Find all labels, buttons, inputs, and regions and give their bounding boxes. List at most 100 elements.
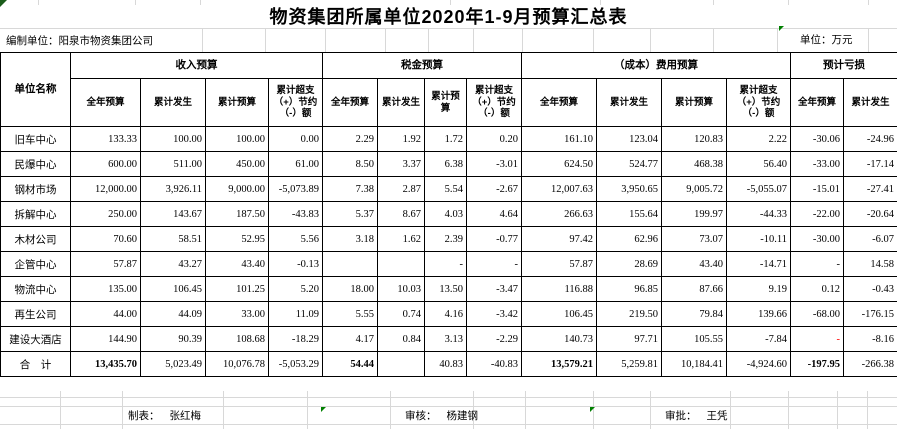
value-cell[interactable]: 13.50 xyxy=(424,276,467,302)
value-cell[interactable] xyxy=(377,351,425,377)
group-header-cell[interactable]: 收入预算 xyxy=(70,52,323,79)
value-cell[interactable]: 600.00 xyxy=(70,151,141,177)
value-cell[interactable]: 120.83 xyxy=(661,126,727,152)
sub-header-cell[interactable]: 累计发生 xyxy=(596,78,662,127)
value-cell[interactable]: -6.07 xyxy=(843,226,897,252)
value-cell[interactable]: 96.85 xyxy=(596,276,662,302)
value-cell[interactable]: 155.64 xyxy=(596,201,662,227)
value-cell[interactable]: 3.18 xyxy=(322,226,378,252)
group-header-cell[interactable]: （成本）费用预算 xyxy=(521,52,791,79)
value-cell[interactable]: 5.55 xyxy=(322,301,378,327)
value-cell[interactable]: -266.38 xyxy=(843,351,897,377)
value-cell[interactable]: 2.29 xyxy=(322,126,378,152)
value-cell[interactable]: -30.06 xyxy=(790,126,844,152)
value-cell[interactable]: 108.68 xyxy=(205,326,269,352)
group-header-cell[interactable]: 税金预算 xyxy=(322,52,522,79)
value-cell[interactable]: -40.83 xyxy=(466,351,522,377)
sub-header-cell[interactable]: 全年预算 xyxy=(790,78,844,127)
value-cell[interactable]: 0.74 xyxy=(377,301,425,327)
value-cell[interactable]: 140.73 xyxy=(521,326,597,352)
unit-name-cell[interactable]: 再生公司 xyxy=(0,301,71,327)
value-cell[interactable]: 1.92 xyxy=(377,126,425,152)
value-cell[interactable]: 5.37 xyxy=(322,201,378,227)
value-cell[interactable]: 70.60 xyxy=(70,226,141,252)
value-cell[interactable]: 12,007.63 xyxy=(521,176,597,202)
value-cell[interactable]: -5,055.07 xyxy=(726,176,791,202)
sub-header-cell[interactable]: 全年预算 xyxy=(70,78,141,127)
value-cell[interactable]: 139.66 xyxy=(726,301,791,327)
value-cell[interactable]: 3,926.11 xyxy=(140,176,206,202)
value-cell[interactable]: 135.00 xyxy=(70,276,141,302)
value-cell[interactable]: 161.10 xyxy=(521,126,597,152)
value-cell[interactable]: 450.00 xyxy=(205,151,269,177)
unit-name-cell[interactable]: 物流中心 xyxy=(0,276,71,302)
sub-header-cell[interactable]: 累计预算 xyxy=(661,78,727,127)
value-cell[interactable]: 0.12 xyxy=(790,276,844,302)
value-cell[interactable]: - xyxy=(790,251,844,277)
value-cell[interactable]: 0.20 xyxy=(466,126,522,152)
value-cell[interactable]: 266.63 xyxy=(521,201,597,227)
value-cell[interactable]: -30.00 xyxy=(790,226,844,252)
value-cell[interactable]: 57.87 xyxy=(521,251,597,277)
value-cell[interactable] xyxy=(322,251,378,277)
value-cell[interactable]: 12,000.00 xyxy=(70,176,141,202)
value-cell[interactable]: -3.42 xyxy=(466,301,522,327)
sub-header-cell[interactable]: 累计超支（+）节约（-）额 xyxy=(466,78,522,127)
sub-header-cell[interactable]: 累计发生 xyxy=(377,78,425,127)
value-cell[interactable]: -43.83 xyxy=(268,201,323,227)
value-cell[interactable]: 97.42 xyxy=(521,226,597,252)
value-cell[interactable]: 56.40 xyxy=(726,151,791,177)
sub-header-cell[interactable]: 累计发生 xyxy=(140,78,206,127)
sub-header-cell[interactable]: 累计预算 xyxy=(205,78,269,127)
value-cell[interactable]: 62.96 xyxy=(596,226,662,252)
value-cell[interactable]: 100.00 xyxy=(205,126,269,152)
value-cell[interactable]: -5,073.89 xyxy=(268,176,323,202)
unit-name-cell[interactable]: 旧车中心 xyxy=(0,126,71,152)
value-cell[interactable]: 2.39 xyxy=(424,226,467,252)
value-cell[interactable]: 4.17 xyxy=(322,326,378,352)
value-cell[interactable]: 44.00 xyxy=(70,301,141,327)
approver-cell[interactable]: 审批： 王凭 xyxy=(665,408,728,423)
value-cell[interactable]: 5.54 xyxy=(424,176,467,202)
value-cell[interactable]: 52.95 xyxy=(205,226,269,252)
value-cell[interactable]: -24.96 xyxy=(843,126,897,152)
value-cell[interactable]: -176.15 xyxy=(843,301,897,327)
sub-header-cell[interactable]: 累计超支（+）节约（-）额 xyxy=(726,78,791,127)
value-cell[interactable]: -17.14 xyxy=(843,151,897,177)
value-cell[interactable]: 106.45 xyxy=(140,276,206,302)
value-cell[interactable]: -2.67 xyxy=(466,176,522,202)
value-cell[interactable]: 2.22 xyxy=(726,126,791,152)
value-cell[interactable]: -5,053.29 xyxy=(268,351,323,377)
unit-name-cell[interactable]: 合 计 xyxy=(0,351,71,377)
value-cell[interactable] xyxy=(377,251,425,277)
value-cell[interactable]: -0.13 xyxy=(268,251,323,277)
reviewer-cell[interactable]: 审核： 杨建钢 xyxy=(405,408,478,423)
value-cell[interactable]: 0.84 xyxy=(377,326,425,352)
value-cell[interactable]: 11.09 xyxy=(268,301,323,327)
corner-header-cell[interactable]: 单位名称 xyxy=(0,52,71,127)
value-cell[interactable]: 10.03 xyxy=(377,276,425,302)
value-cell[interactable]: 2.87 xyxy=(377,176,425,202)
unit-name-cell[interactable]: 建设大酒店 xyxy=(0,326,71,352)
value-cell[interactable]: 9,005.72 xyxy=(661,176,727,202)
value-cell[interactable]: 58.51 xyxy=(140,226,206,252)
value-cell[interactable]: 4.64 xyxy=(466,201,522,227)
value-cell[interactable]: 61.00 xyxy=(268,151,323,177)
value-cell[interactable]: 3.37 xyxy=(377,151,425,177)
value-cell[interactable]: 100.00 xyxy=(140,126,206,152)
value-cell[interactable]: 4.16 xyxy=(424,301,467,327)
group-header-cell[interactable]: 预计亏损 xyxy=(790,52,897,79)
value-cell[interactable]: 1.62 xyxy=(377,226,425,252)
preparer-cell[interactable]: 制表： 张红梅 xyxy=(128,408,201,423)
value-cell[interactable]: 5,259.81 xyxy=(596,351,662,377)
value-cell[interactable]: 43.27 xyxy=(140,251,206,277)
value-cell[interactable]: -2.29 xyxy=(466,326,522,352)
value-cell[interactable]: -197.95 xyxy=(790,351,844,377)
value-cell[interactable]: 10,076.78 xyxy=(205,351,269,377)
value-cell[interactable]: 13,579.21 xyxy=(521,351,597,377)
value-cell[interactable]: 187.50 xyxy=(205,201,269,227)
value-cell[interactable]: 14.58 xyxy=(843,251,897,277)
unit-cell[interactable]: 单位：万元 xyxy=(800,34,853,46)
value-cell[interactable]: 1.72 xyxy=(424,126,467,152)
value-cell[interactable]: -20.64 xyxy=(843,201,897,227)
